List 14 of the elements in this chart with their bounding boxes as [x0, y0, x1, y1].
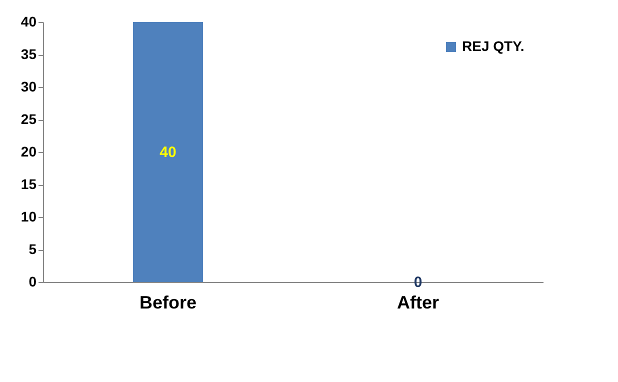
y-tick-label: 20: [20, 144, 37, 160]
legend-label: REJ QTY.: [462, 38, 524, 54]
data-label: 0: [414, 274, 422, 291]
y-tick-label: 40: [20, 14, 37, 30]
y-tick-label: 15: [20, 176, 37, 192]
data-label: 40: [160, 144, 176, 161]
y-tick-label: 10: [20, 208, 37, 224]
y-tick-label: 35: [20, 46, 37, 62]
y-tick-label: 25: [20, 111, 37, 127]
y-tick-label: 0: [28, 274, 37, 290]
y-tick-label: 30: [20, 78, 37, 94]
y-tick-label: 5: [28, 241, 37, 257]
x-tick-label: Before: [139, 292, 197, 312]
x-tick-label: After: [396, 292, 440, 312]
